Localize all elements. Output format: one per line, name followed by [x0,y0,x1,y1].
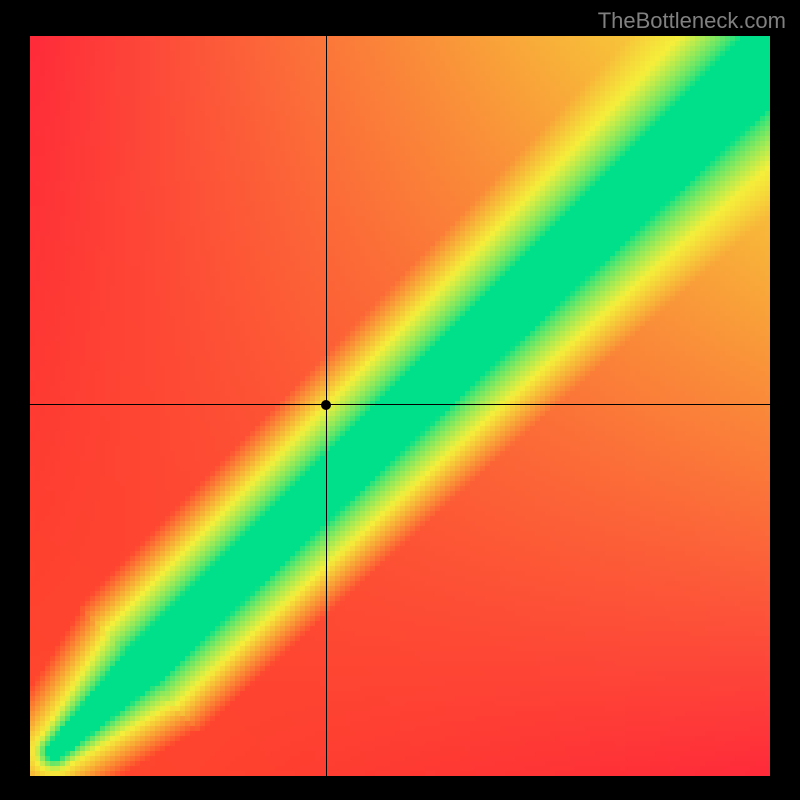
crosshair-horizontal [30,404,770,405]
figure: TheBottleneck.com [0,0,800,800]
heatmap-plot [30,36,770,776]
watermark-text: TheBottleneck.com [598,8,786,34]
heatmap-canvas [30,36,770,776]
crosshair-marker [321,400,331,410]
